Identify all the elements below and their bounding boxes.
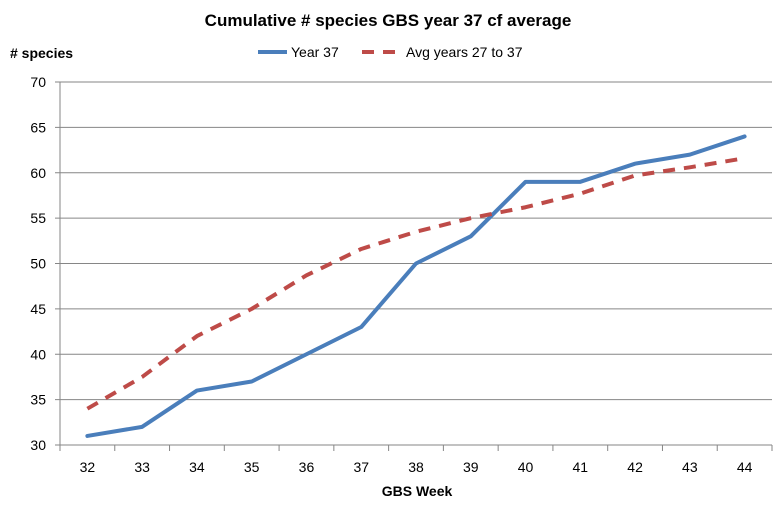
legend-label-2: Avg years 27 to 37 — [406, 44, 523, 60]
x-tick-label: 34 — [189, 459, 205, 475]
x-tick-label: 44 — [737, 459, 753, 475]
x-tick-label: 41 — [573, 459, 589, 475]
x-tick-label: 33 — [134, 459, 150, 475]
y-tick-label: 40 — [30, 346, 46, 362]
y-tick-label: 60 — [30, 165, 46, 181]
y-tick-label: 45 — [30, 301, 46, 317]
x-tick-label: 35 — [244, 459, 260, 475]
x-tick-label: 37 — [353, 459, 369, 475]
x-tick-label: 32 — [80, 459, 96, 475]
y-tick-label: 30 — [30, 437, 46, 453]
y-tick-label: 50 — [30, 256, 46, 272]
y-tick-labels: 30 35 40 45 50 55 60 65 70 — [30, 74, 46, 453]
x-axis-title: GBS Week — [382, 483, 453, 499]
gridlines — [60, 81, 772, 401]
legend-label-1: Year 37 — [291, 44, 339, 60]
x-tick-label: 42 — [627, 459, 643, 475]
series-line-2 — [86, 156, 745, 411]
x-tick-label: 36 — [299, 459, 315, 475]
x-tick-label: 43 — [682, 459, 698, 475]
series-lines — [85, 134, 747, 438]
y-tick-label: 70 — [30, 74, 46, 90]
x-tick-label: 38 — [408, 459, 424, 475]
axes — [55, 81, 773, 451]
x-tick-label: 40 — [518, 459, 534, 475]
chart-title: Cumulative # species GBS year 37 cf aver… — [205, 11, 572, 30]
x-tick-labels: 32 33 34 35 36 37 38 39 40 41 42 43 44 — [80, 459, 753, 475]
legend: Year 37 Avg years 27 to 37 — [258, 44, 523, 60]
y-tick-label: 65 — [30, 119, 46, 135]
y-tick-label: 35 — [30, 392, 46, 408]
x-tick-label: 39 — [463, 459, 479, 475]
y-axis-title: # species — [10, 45, 73, 61]
series-line-1 — [85, 134, 747, 438]
y-tick-label: 55 — [30, 210, 46, 226]
